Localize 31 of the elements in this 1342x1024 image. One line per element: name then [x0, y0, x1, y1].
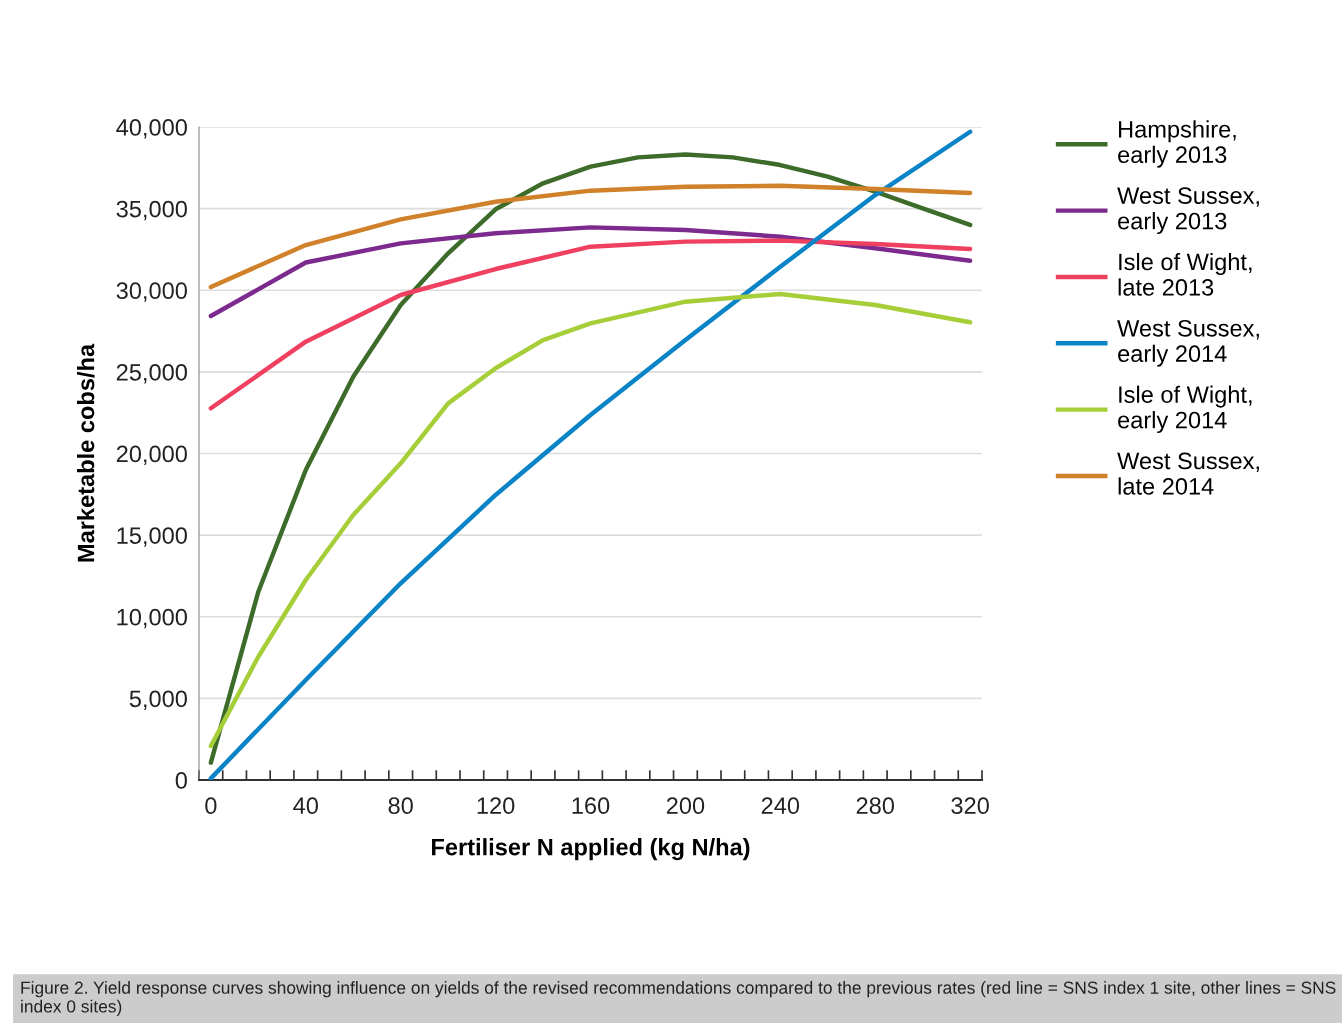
- y-tick-label: 30,000: [116, 282, 187, 302]
- y-tick-label: 35,000: [116, 200, 187, 221]
- x-axis-title: Fertiliser N applied (kg N/ha): [432, 838, 750, 861]
- x-tick-label: 240: [761, 797, 800, 815]
- x-tick-label: 160: [572, 797, 610, 815]
- x-tick-label: 200: [666, 797, 705, 815]
- x-tick-label: 120: [477, 797, 515, 815]
- x-tick-label: 40: [293, 797, 318, 815]
- x-tick-label: 280: [856, 797, 894, 815]
- y-tick-label: 5,000: [129, 690, 187, 710]
- y-axis-title: Marketable cobs/ha: [77, 343, 95, 562]
- legend-label: West Sussex, late 2014: [1117, 452, 1259, 495]
- line-series: [208, 183, 973, 290]
- y-tick-label: 40,000: [116, 119, 187, 139]
- legend-label: West Sussex, early 2013: [1117, 187, 1259, 235]
- y-tick-label: 15,000: [117, 527, 187, 547]
- y-tick-label: 0: [175, 772, 187, 789]
- y-tick-label: 25,000: [116, 363, 187, 384]
- legend-label: Hampshire, early 2013: [1118, 120, 1236, 168]
- x-tick-label: 80: [388, 797, 413, 815]
- y-tick-label: 10,000: [117, 608, 187, 629]
- line-series: [208, 225, 973, 319]
- legend-label: Isle of Wight, late 2013: [1118, 252, 1252, 296]
- legend-label: West Sussex, early 2014: [1117, 319, 1259, 367]
- line-series: [208, 291, 973, 749]
- y-tick-label: 20,000: [116, 445, 187, 466]
- x-tick-label: 0: [205, 797, 217, 815]
- caption: Figure 2. Yield response curves showing influence on yields of the revised recommendations compared to the previous rates (red line = SNS index 1 site, other lines = SNS index 0 sites): [21, 981, 1336, 1016]
- legend-label: Isle of Wight, early 2014: [1118, 385, 1252, 434]
- x-tick-label: 320: [951, 797, 989, 815]
- line-series: [208, 238, 973, 411]
